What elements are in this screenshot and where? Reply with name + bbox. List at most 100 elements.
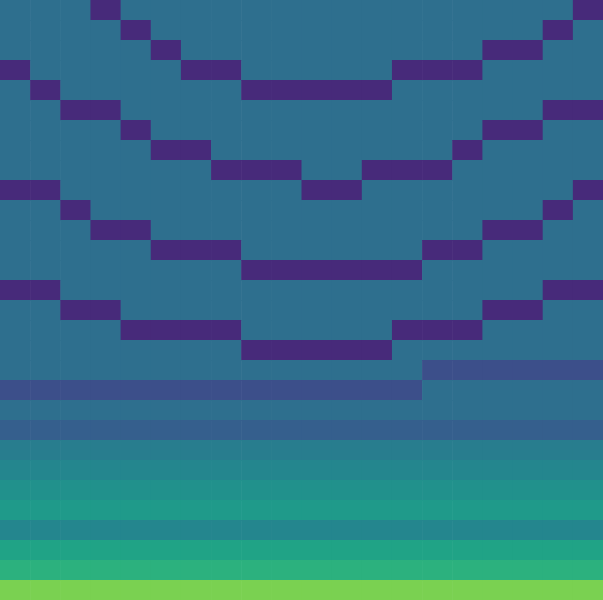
heatmap-cell (181, 60, 212, 81)
heatmap-cell (392, 400, 423, 421)
heatmap-cell (241, 380, 272, 401)
plot-area (0, 0, 603, 600)
heatmap-cell (90, 360, 121, 381)
heatmap-cell (121, 120, 152, 141)
heatmap-cell (90, 320, 121, 341)
heatmap-cell (452, 580, 483, 600)
heatmap-cell (392, 460, 423, 481)
heatmap-cell (151, 560, 182, 581)
heatmap-cell (392, 160, 423, 181)
heatmap-cell (573, 160, 603, 181)
heatmap-cell (482, 460, 513, 481)
heatmap-cell (302, 240, 333, 261)
heatmap-cell (211, 440, 242, 461)
heatmap-cell (271, 60, 302, 81)
heatmap-cell (332, 540, 363, 561)
heatmap-cell (573, 120, 603, 141)
heatmap-cell (0, 300, 31, 321)
heatmap-cell (302, 100, 333, 121)
heatmap-cell (302, 480, 333, 501)
heatmap-cell (30, 460, 61, 481)
heatmap-cell (422, 180, 453, 201)
heatmap-cell (121, 320, 152, 341)
heatmap-cell (211, 540, 242, 561)
heatmap-cell (60, 220, 91, 241)
heatmap-cell (0, 260, 31, 281)
heatmap-cell (181, 180, 212, 201)
heatmap-cell (482, 500, 513, 521)
heatmap-cell (241, 320, 272, 341)
heatmap-cell (151, 320, 182, 341)
heatmap-cell (90, 260, 121, 281)
heatmap-cell (211, 0, 242, 21)
heatmap-cell (241, 560, 272, 581)
heatmap-cell (392, 300, 423, 321)
heatmap-cell (573, 100, 603, 121)
heatmap-cell (60, 120, 91, 141)
heatmap-cell (0, 400, 31, 421)
heatmap-cell (30, 140, 61, 161)
heatmap-cell (332, 440, 363, 461)
heatmap-cell (482, 560, 513, 581)
heatmap-cell (60, 320, 91, 341)
heatmap-cell (241, 20, 272, 41)
heatmap-cell (543, 120, 574, 141)
heatmap-cell (121, 360, 152, 381)
heatmap-cell (543, 400, 574, 421)
heatmap-cell (0, 240, 31, 261)
heatmap-cell (482, 580, 513, 600)
heatmap-cell (543, 280, 574, 301)
heatmap-cell (121, 380, 152, 401)
heatmap-cell (543, 60, 574, 81)
heatmap-cell (452, 20, 483, 41)
heatmap-cell (513, 260, 544, 281)
heatmap-cell (452, 460, 483, 481)
heatmap-cell (211, 400, 242, 421)
heatmap-cell (0, 580, 31, 600)
heatmap-cell (271, 580, 302, 600)
heatmap-cell (452, 280, 483, 301)
heatmap-cell (211, 140, 242, 161)
heatmap-cell (573, 140, 603, 161)
heatmap-cell (392, 260, 423, 281)
heatmap-cell (513, 80, 544, 101)
heatmap-cell (482, 100, 513, 121)
heatmap-cell (121, 460, 152, 481)
heatmap-cell (90, 580, 121, 600)
heatmap-cell (60, 0, 91, 21)
heatmap-cell (60, 160, 91, 181)
heatmap-cell (60, 400, 91, 421)
heatmap-cell (241, 220, 272, 241)
heatmap-cell (543, 180, 574, 201)
heatmap-cell (241, 400, 272, 421)
heatmap-cell (271, 20, 302, 41)
heatmap-cell (513, 580, 544, 600)
heatmap-cell (513, 540, 544, 561)
heatmap-cell (30, 0, 61, 21)
heatmap-cell (543, 20, 574, 41)
heatmap-cell (151, 240, 182, 261)
heatmap-cell (181, 360, 212, 381)
heatmap-cell (513, 420, 544, 441)
heatmap-cell (543, 260, 574, 281)
heatmap-cell (392, 520, 423, 541)
heatmap-cell (392, 340, 423, 361)
heatmap-cell (543, 420, 574, 441)
heatmap-cell (362, 280, 393, 301)
heatmap-cell (543, 340, 574, 361)
heatmap-cell (302, 440, 333, 461)
heatmap-cell (543, 500, 574, 521)
heatmap-cell (482, 200, 513, 221)
heatmap-cell (482, 20, 513, 41)
heatmap-cell (151, 120, 182, 141)
heatmap-cell (482, 120, 513, 141)
heatmap-cell (271, 140, 302, 161)
heatmap-cell (121, 480, 152, 501)
heatmap-cell (362, 380, 393, 401)
heatmap-cell (332, 200, 363, 221)
heatmap-cell (422, 580, 453, 600)
heatmap-cell (482, 520, 513, 541)
heatmap-cell (422, 100, 453, 121)
heatmap-cell (482, 80, 513, 101)
heatmap-cell (362, 80, 393, 101)
